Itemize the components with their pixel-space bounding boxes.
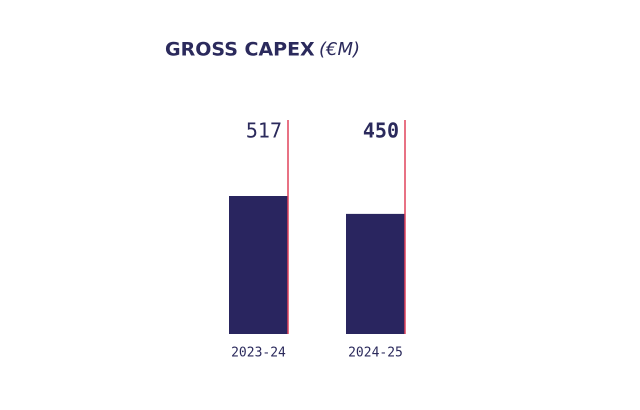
chart-title-unit: (€M) — [319, 39, 360, 60]
bar — [229, 196, 288, 334]
x-tick-label: 2024-25 — [348, 346, 403, 361]
value-label: 450 — [363, 119, 399, 143]
value-label: 517 — [246, 119, 282, 143]
bar — [346, 213, 405, 334]
x-tick-label: 2023-24 — [231, 346, 286, 361]
chart-title: GROSS CAPEX — [165, 39, 315, 61]
